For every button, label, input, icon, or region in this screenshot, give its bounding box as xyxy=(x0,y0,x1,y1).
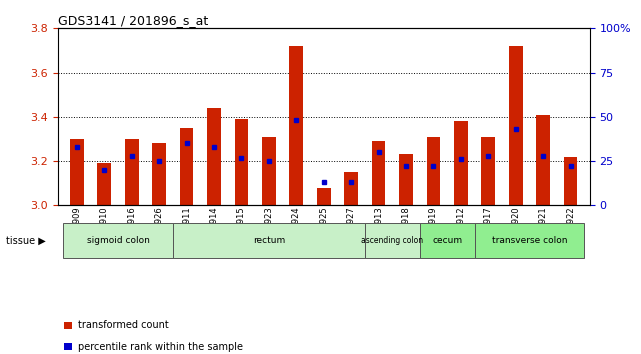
Bar xyxy=(179,128,194,205)
Text: transverse colon: transverse colon xyxy=(492,236,567,245)
Text: cecum: cecum xyxy=(432,236,462,245)
Bar xyxy=(509,46,522,205)
Bar xyxy=(372,141,385,205)
Text: transformed count: transformed count xyxy=(78,320,169,330)
Text: tissue ▶: tissue ▶ xyxy=(6,236,46,246)
Bar xyxy=(70,139,84,205)
Text: percentile rank within the sample: percentile rank within the sample xyxy=(78,342,243,352)
Bar xyxy=(481,137,495,205)
Bar xyxy=(344,172,358,205)
Bar xyxy=(235,119,248,205)
Text: sigmoid colon: sigmoid colon xyxy=(87,236,149,245)
Bar xyxy=(454,121,468,205)
Text: ascending colon: ascending colon xyxy=(361,236,423,245)
Bar xyxy=(153,143,166,205)
Bar xyxy=(317,188,331,205)
Bar xyxy=(262,137,276,205)
Bar xyxy=(125,139,138,205)
Bar xyxy=(97,163,111,205)
Text: rectum: rectum xyxy=(253,236,285,245)
Bar xyxy=(537,115,550,205)
Bar xyxy=(399,154,413,205)
Bar xyxy=(290,46,303,205)
Bar xyxy=(426,137,440,205)
Bar xyxy=(563,156,578,205)
Bar xyxy=(207,108,221,205)
Text: GDS3141 / 201896_s_at: GDS3141 / 201896_s_at xyxy=(58,14,208,27)
